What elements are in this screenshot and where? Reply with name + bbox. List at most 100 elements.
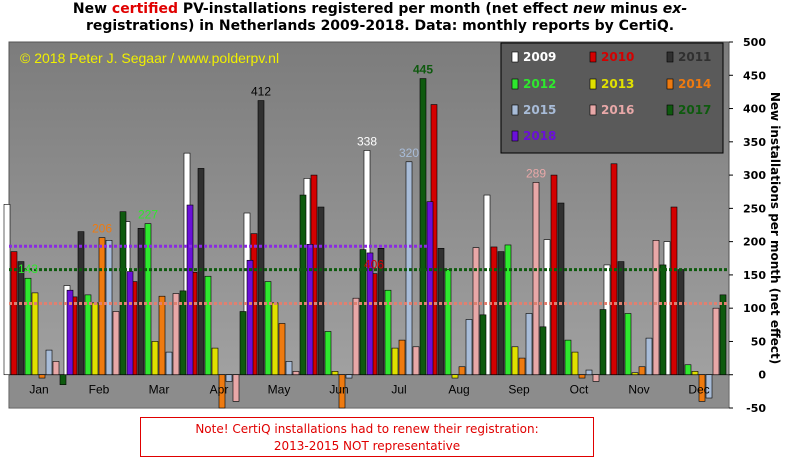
x-tick-label: Mar [149,383,170,397]
bar-2012-Oct [564,339,572,376]
bar-2013-Sep [511,346,519,376]
data-label-2017-Jul: 445 [413,63,433,77]
bar-2017-May [299,194,307,376]
bar-2016-Oct [592,374,600,382]
x-tick-label: Oct [570,383,589,397]
bar-2018-Mar [186,204,194,376]
bar-2015-Aug [465,319,473,376]
bar-2016-Dec [712,307,720,376]
bar-2014-Feb [98,237,106,376]
y-tick-label: 200 [743,236,766,249]
bar-2015-Feb [105,240,113,376]
bar-2010-Jan [10,251,18,376]
bar-2016-Jul [412,346,420,376]
bar-2016-Mar [172,293,180,376]
bar-2016-Nov [652,240,660,376]
bar-2015-Jan [45,349,53,376]
bar-2012-Feb [84,294,92,376]
bar-2011-Sep [497,251,505,376]
bar-2009-Oct [543,239,551,376]
bar-2010-Dec [670,206,678,376]
bar-2016-Sep [532,182,540,376]
x-tick-label: Jul [391,383,406,397]
bar-2015-Oct [585,369,593,376]
bar-2018-Jul [426,201,434,376]
bar-2013-May [271,302,279,376]
bar-2014-Apr [218,374,226,409]
data-label-2011-May: 412 [251,85,271,99]
data-label-2012-Mar: 227 [138,208,158,222]
bar-2014-Nov [638,366,646,376]
y-tick-label: 300 [743,169,766,182]
copyright-text: © 2018 Peter J. Segaar / www.polderpv.nl [20,50,279,66]
bar-2017-Nov [659,264,667,376]
y-tick-label: 50 [751,335,767,348]
bar-2015-May [285,361,293,376]
bar-2014-Dec [698,374,706,402]
title-line-2: registrations) in Netherlands 2009-2018.… [85,18,675,34]
legend-label-2010: 2010 [601,50,634,64]
y-tick-label: 250 [743,202,766,215]
bar-2016-Aug [472,247,480,376]
bar-2011-Jun [317,206,325,376]
data-label-2009-Jul: 338 [357,134,377,148]
bar-2013-Feb [91,302,99,376]
bar-2014-Mar [158,295,166,376]
bar-2012-Dec [684,364,692,376]
bar-2011-Oct [557,202,565,376]
bar-2009-Jan [3,204,11,376]
y-tick-label: 150 [743,269,766,282]
x-tick-label: Apr [210,383,229,397]
bar-2016-Feb [112,311,120,376]
bar-2012-Apr [204,275,212,376]
y-axis-label: New installations per month (net effect) [768,92,782,364]
legend-swatch-2011 [666,51,674,63]
bar-2013-Jun [331,371,339,376]
bar-2009-Sep [483,194,491,376]
bar-2014-Oct [578,374,586,379]
title-italic-1: new [572,1,606,17]
bar-2012-Sep [504,244,512,376]
note-line-2: 2013-2015 NOT representative [273,439,461,453]
x-tick-label: Aug [448,383,469,397]
bar-2014-Jan [38,374,46,379]
bar-2013-Oct [571,351,579,376]
bar-2011-Nov [617,261,625,376]
data-label-2012-Jan: 143 [18,262,38,276]
legend-label-2012: 2012 [523,77,556,91]
bar-2011-Mar [137,228,145,376]
bar-2017-Aug [479,314,487,376]
bar-2012-Mar [144,223,152,376]
bar-2015-Dec [705,374,713,399]
note-box: Note! CertiQ installations had to renew … [140,417,594,457]
x-tick-label: Dec [688,383,709,397]
bar-2013-Jan [31,292,39,376]
y-tick-label: 350 [743,136,766,149]
bar-2013-Jul [391,347,399,376]
x-tick-label: Nov [628,383,649,397]
bar-2018-Feb [126,271,134,376]
legend-label-2014: 2014 [678,77,711,91]
legend-label-2016: 2016 [601,103,634,117]
title-part-3: minus [605,1,663,17]
bar-2013-Nov [631,372,639,376]
x-tick-label: Feb [89,383,110,397]
title-italic-2: ex- [662,1,688,17]
bar-2017-Sep [539,326,547,376]
bar-2011-Aug [437,247,445,376]
data-label-2016-Sep: 289 [526,166,546,180]
bar-2016-Apr [232,374,240,402]
bar-2011-Apr [197,168,205,376]
data-label-2015-Jul: 320 [399,146,419,160]
bar-2017-Jun [359,249,367,376]
x-tick-label: Jan [29,383,48,397]
y-tick-label: 100 [743,302,766,315]
bar-2017-Apr [239,311,247,376]
legend-swatch-2013 [589,78,597,90]
bar-2012-Aug [444,269,452,376]
bar-2017-Oct [599,309,607,376]
bar-2014-Jul [398,339,406,376]
legend-label-2015: 2015 [523,103,556,117]
